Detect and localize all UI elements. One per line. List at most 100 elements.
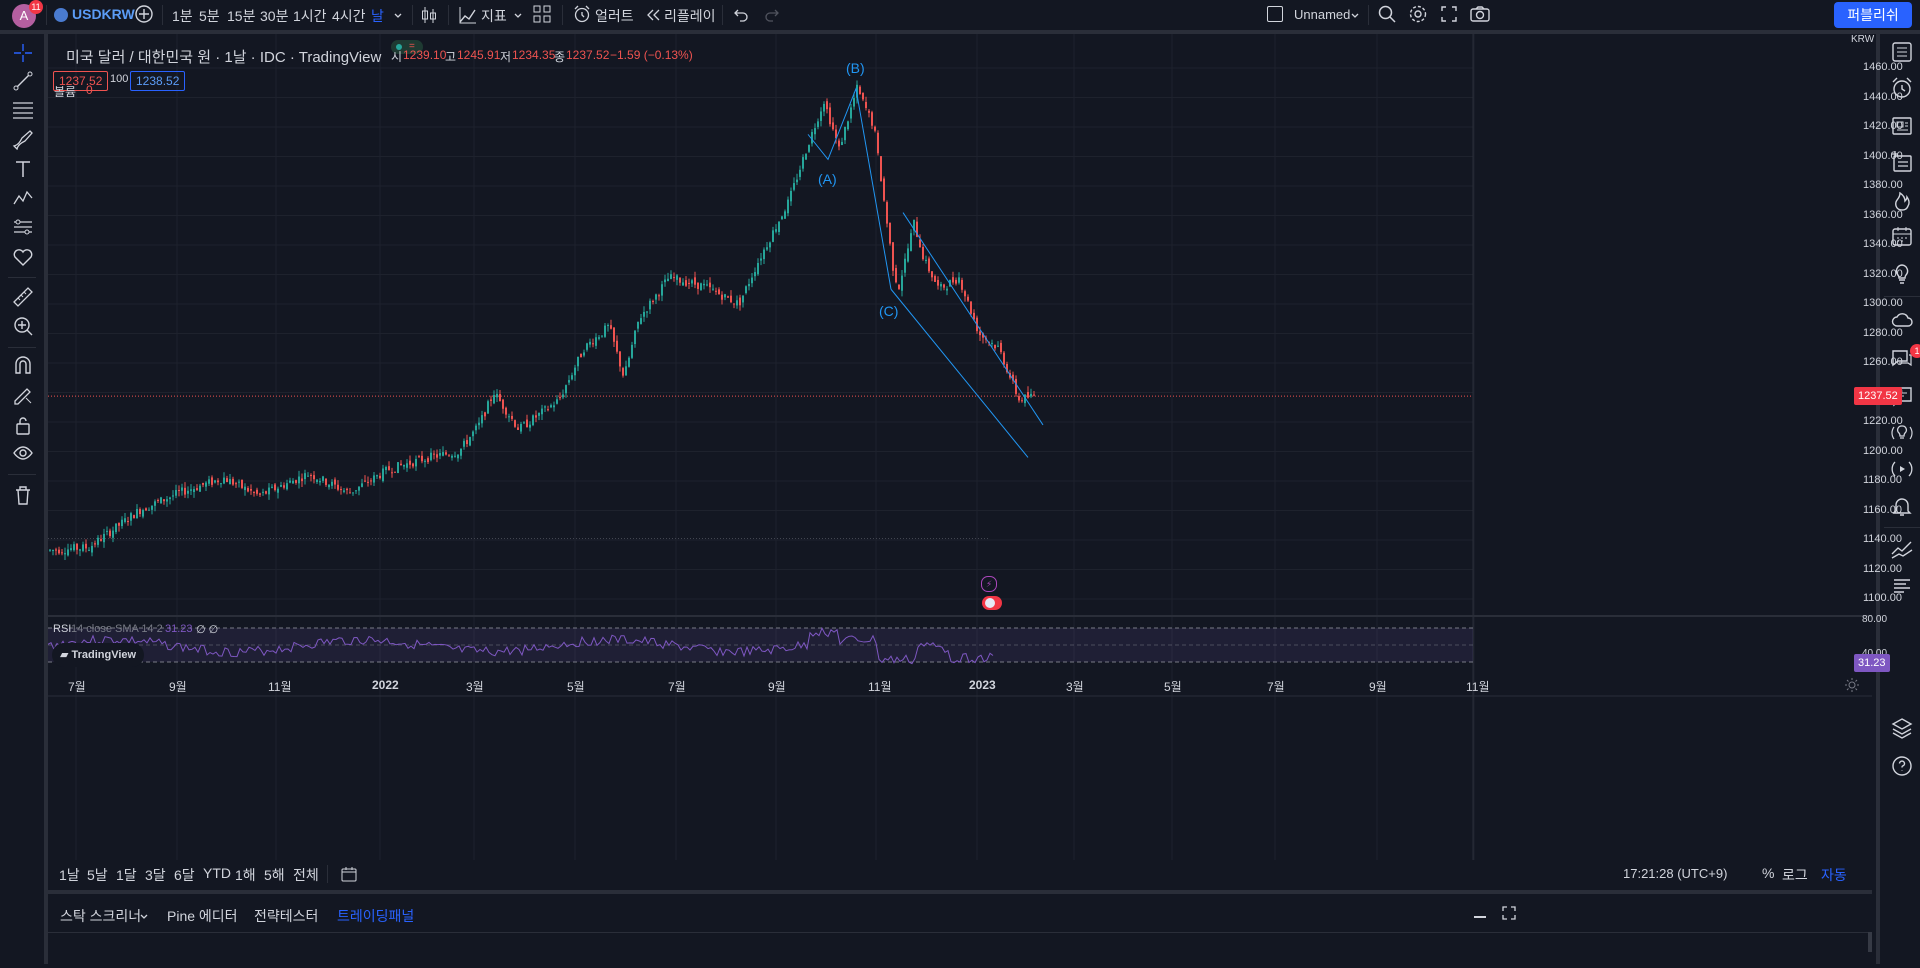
crosshair-icon[interactable] xyxy=(12,42,34,64)
scrollbar[interactable] xyxy=(1868,932,1872,952)
eye-icon[interactable] xyxy=(12,442,34,464)
add-list-icon[interactable] xyxy=(1890,150,1914,174)
interval-30m[interactable]: 30분 xyxy=(260,8,289,24)
sun-settings-icon[interactable] xyxy=(1845,678,1859,695)
divider xyxy=(162,5,163,25)
range-ytd[interactable]: YTD xyxy=(203,865,231,881)
fib-retracement-icon[interactable] xyxy=(12,99,34,121)
goto-date-icon[interactable] xyxy=(341,866,357,885)
symbol-search[interactable]: USDKRW xyxy=(72,6,135,22)
interval-1h[interactable]: 1시간 xyxy=(293,8,327,24)
tab-pine-editor[interactable]: Pine 에디터 xyxy=(167,908,238,924)
brush-icon[interactable] xyxy=(12,128,34,151)
help-icon[interactable] xyxy=(1890,754,1914,778)
trendline-icon[interactable] xyxy=(12,70,34,92)
interval-15m[interactable]: 15분 xyxy=(227,8,256,24)
price-chart[interactable] xyxy=(48,34,1872,860)
replay-icon[interactable] xyxy=(645,7,661,26)
bid-price-box[interactable]: 1237.52 xyxy=(53,71,109,91)
range-1d[interactable]: 1날 xyxy=(59,867,80,883)
fullscreen-icon[interactable] xyxy=(1439,4,1459,27)
pattern-icon[interactable] xyxy=(12,186,34,208)
layout-name[interactable]: Unnamed xyxy=(1294,7,1351,22)
market-status-icon[interactable]: = xyxy=(391,40,423,54)
range-6m[interactable]: 6달 xyxy=(174,867,195,883)
log-toggle[interactable]: 로그 xyxy=(1782,867,1808,883)
rsi-label[interactable]: RSI xyxy=(53,623,72,635)
tab-strategy-tester[interactable]: 전략테스터 xyxy=(254,908,319,924)
camera-icon[interactable] xyxy=(1469,4,1491,27)
chevron-down-icon[interactable] xyxy=(1350,9,1360,24)
undo-icon[interactable] xyxy=(733,6,749,25)
range-3m[interactable]: 3달 xyxy=(145,867,166,883)
lock-drawing-icon[interactable] xyxy=(12,384,34,406)
magnet-icon[interactable] xyxy=(12,355,34,377)
compare-add-icon[interactable] xyxy=(134,4,154,27)
candle-body xyxy=(505,407,507,415)
tab-stock-screener[interactable]: 스탁 스크리너 xyxy=(60,908,142,924)
indicators-icon[interactable] xyxy=(458,5,478,28)
trading-icon[interactable] xyxy=(1890,537,1914,561)
text-icon[interactable] xyxy=(12,158,34,180)
candle-body xyxy=(214,480,216,483)
bell-icon[interactable] xyxy=(1890,494,1914,518)
prediction-icon[interactable] xyxy=(12,216,34,238)
maximize-icon[interactable] xyxy=(1502,906,1516,923)
indicators-button[interactable]: 지표 xyxy=(481,8,507,24)
ruler-icon[interactable] xyxy=(12,286,34,308)
search-icon[interactable] xyxy=(1377,4,1397,27)
watchlist-icon[interactable] xyxy=(1890,40,1914,64)
volume-label[interactable]: 볼륨 xyxy=(54,85,77,99)
gear-icon[interactable] xyxy=(1408,4,1428,27)
redo-icon[interactable] xyxy=(764,6,780,25)
stream-play-icon[interactable] xyxy=(1890,457,1914,481)
alarm-clock-icon[interactable] xyxy=(572,4,592,27)
calendar-icon[interactable] xyxy=(1890,224,1914,248)
range-1m[interactable]: 1달 xyxy=(116,867,137,883)
interval-day[interactable]: 날 xyxy=(371,8,384,24)
candles-icon[interactable] xyxy=(420,5,438,28)
interval-1m[interactable]: 1분 xyxy=(172,8,193,24)
percent-toggle[interactable]: % xyxy=(1762,865,1775,881)
news-icon[interactable] xyxy=(1890,114,1914,138)
layout-checkbox-icon[interactable] xyxy=(1267,6,1283,22)
broadcast-bulb-icon[interactable] xyxy=(1890,421,1914,445)
range-5d[interactable]: 5날 xyxy=(87,867,108,883)
tab-trading-panel[interactable]: 트레이딩패널 xyxy=(337,908,415,924)
interval-4h[interactable]: 4시간 xyxy=(332,8,366,24)
wave-c-label[interactable]: (C) xyxy=(879,303,899,319)
heart-icon[interactable] xyxy=(12,246,34,268)
publish-button[interactable]: 퍼블리쉬 xyxy=(1834,2,1912,28)
replay-button[interactable]: 리플레이 xyxy=(664,8,716,24)
ask-price-box[interactable]: 1238.52 xyxy=(130,71,186,91)
zoom-in-icon[interactable] xyxy=(12,315,34,337)
chart-title[interactable]: 미국 달러 / 대한민국 원 · 1날 · IDC · TradingView xyxy=(66,49,382,66)
dom-icon[interactable] xyxy=(1890,574,1914,598)
interval-5m[interactable]: 5분 xyxy=(199,8,220,24)
alert-button[interactable]: 얼러트 xyxy=(595,8,634,24)
clock-timezone[interactable]: 17:21:28 (UTC+9) xyxy=(1623,866,1728,881)
layout-grid-icon[interactable] xyxy=(533,5,551,26)
chevron-down-icon[interactable] xyxy=(139,910,149,925)
chevron-down-icon[interactable] xyxy=(393,9,403,24)
dividend-event-icon[interactable]: ⚡ xyxy=(981,576,997,592)
range-5y[interactable]: 5해 xyxy=(264,867,285,883)
tradingview-watermark[interactable]: ▰ TradingView xyxy=(52,643,145,667)
range-all[interactable]: 전체 xyxy=(293,867,319,883)
alarm-clock-icon[interactable] xyxy=(1890,76,1914,100)
wave-a-label[interactable]: (A) xyxy=(818,171,837,187)
trash-icon[interactable] xyxy=(12,484,34,506)
chart-pane[interactable]: 미국 달러 / 대한민국 원 · 1날 · IDC · TradingView … xyxy=(48,34,1903,890)
currency-label[interactable]: KRW xyxy=(1851,34,1875,45)
idea-bulb-icon[interactable] xyxy=(1890,262,1914,286)
layers-icon[interactable] xyxy=(1890,716,1914,740)
wave-b-label[interactable]: (B) xyxy=(846,60,865,76)
chevron-down-icon[interactable] xyxy=(513,9,523,24)
minimize-icon[interactable] xyxy=(1474,916,1486,918)
range-1y[interactable]: 1해 xyxy=(235,867,256,883)
auto-toggle[interactable]: 자동 xyxy=(1821,867,1847,883)
lock-icon[interactable] xyxy=(12,414,34,436)
hotlist-flame-icon[interactable] xyxy=(1890,188,1914,212)
economic-event-flag-icon[interactable] xyxy=(982,596,1002,610)
cloud-icon[interactable] xyxy=(1890,308,1914,332)
